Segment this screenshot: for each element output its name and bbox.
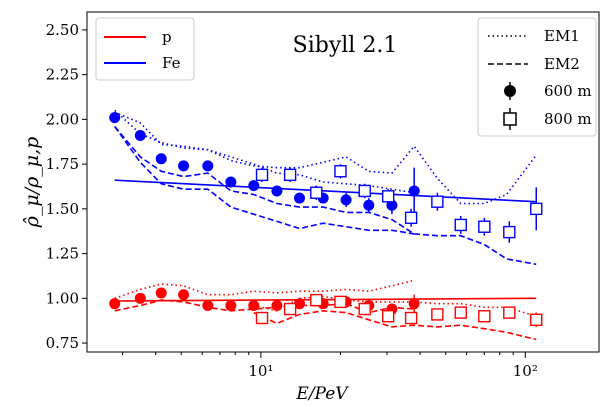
marker-800m-p <box>358 302 371 316</box>
marker-800m-p <box>334 295 347 309</box>
marker-600m-fe <box>340 194 352 206</box>
series-line-fe-solid <box>114 179 537 203</box>
x-axis-label: E/PeV <box>295 384 349 404</box>
marker-600m-p <box>202 299 214 311</box>
marker-800m-p <box>283 302 297 316</box>
x-tick-label: 10¹ <box>248 362 273 380</box>
marker-800m-fe <box>404 211 418 224</box>
marker-800m-fe <box>381 190 395 203</box>
marker-800m-fe <box>334 165 347 178</box>
plot-frame <box>86 11 600 353</box>
marker-600m-fe <box>363 199 375 211</box>
marker-600m-p <box>248 299 260 311</box>
marker-800m-fe <box>431 195 444 208</box>
marker-800m-fe <box>310 186 323 199</box>
y-tick-label: 2.50 <box>46 21 79 39</box>
legend-p-label: p <box>162 28 172 46</box>
y-tick-label: 2.00 <box>46 110 79 128</box>
marker-800m-p <box>478 310 491 323</box>
marker-800m-fe <box>454 218 467 232</box>
legend-fe-label: Fe <box>162 54 181 72</box>
x-tick-label: 10² <box>513 362 538 380</box>
marker-800m-p <box>255 311 269 325</box>
marker-600m-fe <box>155 153 167 165</box>
series-line-fe-dashed <box>114 126 415 235</box>
legend-styles-frame <box>477 17 597 137</box>
marker-600m-p <box>271 299 283 311</box>
y-tick-label: 1.50 <box>46 200 79 218</box>
series-line-fe-dotted <box>114 111 537 205</box>
marker-600m-fe <box>248 180 260 192</box>
y-tick-label: 0.75 <box>46 334 79 352</box>
marker-600m-p <box>134 292 146 304</box>
marker-600m-p <box>155 287 167 299</box>
series-layer <box>109 109 543 341</box>
marker-800m-fe <box>283 168 297 182</box>
y-tick-label: 1.00 <box>46 289 79 307</box>
chart-title: Sibyll 2.1 <box>293 33 398 58</box>
marker-600m-p <box>225 299 237 311</box>
marker-600m-fe <box>178 160 190 172</box>
legend-800m-label: 800 m <box>544 110 592 128</box>
marker-800m-p <box>310 293 323 307</box>
legend-em2-label: EM2 <box>544 55 580 73</box>
marker-600m-p <box>178 289 190 301</box>
y-axis-label: ρ̂_μ/ρ_μ,p <box>21 137 43 229</box>
marker-600m-fe <box>294 192 306 204</box>
marker-600m-p <box>408 298 420 310</box>
marker-600m-p <box>294 298 306 310</box>
marker-800m-p <box>381 310 395 323</box>
legend-800m-marker <box>503 112 517 126</box>
marker-600m-p <box>109 298 121 310</box>
marker-600m-fe <box>225 176 237 188</box>
legend-particles: p Fe <box>95 17 195 81</box>
series-line-p-dashed <box>253 309 537 341</box>
marker-800m-fe <box>530 202 543 216</box>
legend-600m-marker <box>504 85 516 97</box>
marker-800m-fe <box>503 225 516 239</box>
series-line-fe-dashed <box>114 125 537 266</box>
marker-800m-p <box>503 306 516 319</box>
marker-800m-p <box>404 311 418 325</box>
marker-800m-fe <box>478 220 491 233</box>
axis-layer: 0.75 1.00 1.25 1.50 1.75 2.00 2.25 2.50 10¹ 10² <box>46 21 538 380</box>
marker-600m-fe <box>408 185 420 197</box>
marker-800m-p <box>431 308 444 321</box>
legend-600m-label: 600 m <box>544 82 592 100</box>
marker-800m-fe <box>358 184 371 198</box>
marker-600m-fe <box>271 185 283 197</box>
marker-800m-p <box>530 313 543 326</box>
marker-800m-p <box>454 306 467 319</box>
legend-em1-label: EM1 <box>544 27 580 45</box>
marker-600m-fe <box>109 112 121 124</box>
marker-800m-fe <box>255 168 269 182</box>
marker-600m-fe <box>134 129 146 141</box>
legend-particles-frame <box>95 17 195 81</box>
marker-600m-fe <box>202 160 214 172</box>
y-tick-label: 1.75 <box>46 155 79 173</box>
legend-styles: EM1 EM2 600 m 800 m <box>477 17 597 137</box>
y-tick-label: 2.25 <box>46 66 79 84</box>
y-tick-label: 1.25 <box>46 245 79 263</box>
